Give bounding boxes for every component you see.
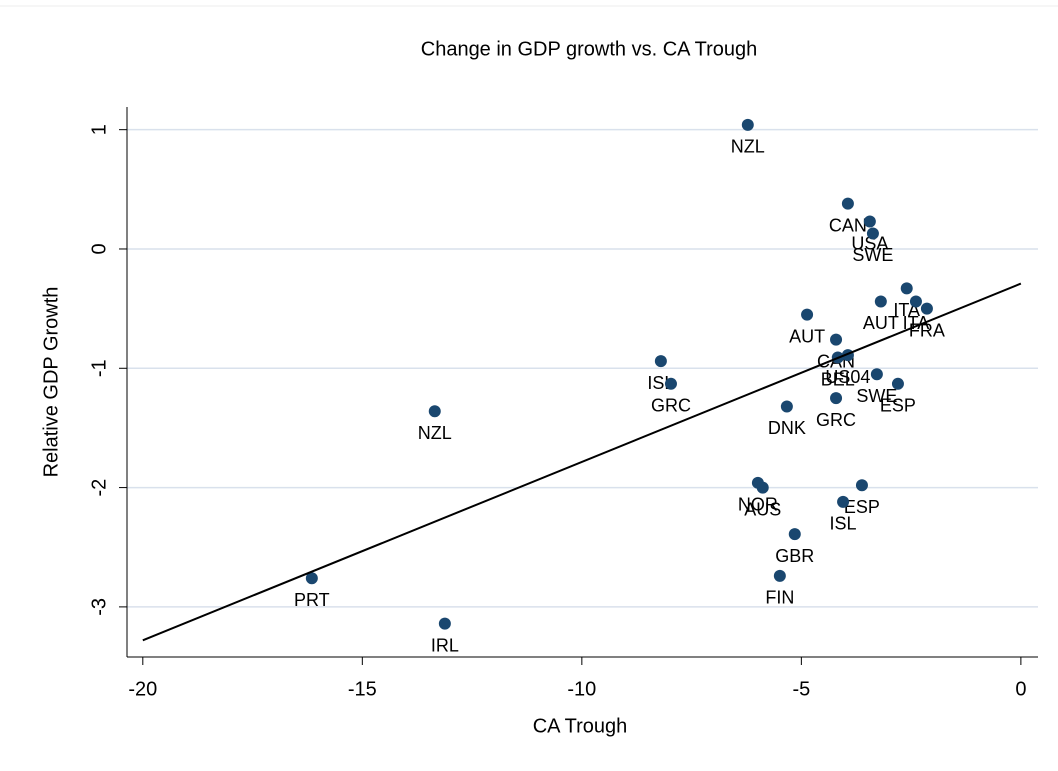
point <box>920 302 933 315</box>
point <box>438 617 451 630</box>
point <box>909 295 922 308</box>
point <box>801 308 814 321</box>
point-label: GRC <box>816 410 856 430</box>
point <box>891 377 904 390</box>
y-tick-label: -2 <box>88 479 110 497</box>
y-tick-label: -3 <box>88 598 110 616</box>
point-label: FIN <box>765 588 794 608</box>
point-label: NZL <box>731 137 765 157</box>
point-label: FRA <box>909 320 945 340</box>
y-axis-title: Relative GDP Growth <box>40 287 62 478</box>
point <box>654 355 667 368</box>
y-tick-label: -1 <box>88 359 110 377</box>
point-label: SWE <box>856 386 897 406</box>
point-label: NOR <box>738 495 778 515</box>
point <box>874 295 887 308</box>
point-label: BEL <box>821 369 855 389</box>
point <box>870 368 883 381</box>
point-label: GBR <box>775 546 814 566</box>
point <box>863 215 876 228</box>
point-label: GRC <box>651 396 691 416</box>
point-label: PRT <box>294 590 330 610</box>
point <box>741 118 754 131</box>
fit-line <box>142 282 1022 642</box>
point <box>305 572 318 585</box>
point <box>830 333 843 346</box>
point-label: ESP <box>880 396 916 416</box>
point <box>773 569 786 582</box>
x-tick-label: -20 <box>128 678 157 700</box>
point-label: SWE <box>852 245 893 265</box>
point-label: ISL <box>830 514 857 534</box>
point <box>837 495 850 508</box>
point-label: IRL <box>431 635 459 655</box>
point-label: DNK <box>768 418 806 438</box>
point <box>780 400 793 413</box>
point <box>866 227 879 240</box>
point <box>900 282 913 295</box>
point <box>855 479 868 492</box>
chart-title: Change in GDP growth vs. CA Trough <box>421 38 757 60</box>
point-label: US04 <box>825 367 870 387</box>
x-tick-label: -10 <box>567 678 596 700</box>
x-tick-label: -5 <box>792 678 810 700</box>
point <box>756 481 769 494</box>
point-label: NZL <box>418 423 452 443</box>
point <box>788 528 801 541</box>
point-label: ESP <box>844 497 880 517</box>
point-label: AUS <box>744 499 781 519</box>
x-tick-label: 0 <box>1015 678 1026 700</box>
y-tick-label: 0 <box>88 243 110 254</box>
point <box>428 405 441 418</box>
point <box>830 392 843 405</box>
x-axis-title: CA Trough <box>533 715 628 737</box>
point-label: AUT <box>863 313 899 333</box>
point-label: CAN <box>829 215 867 235</box>
point <box>841 197 854 210</box>
point-label: AUT <box>789 326 825 346</box>
point-label: USA <box>851 233 888 253</box>
x-tick-label: -15 <box>348 678 377 700</box>
y-tick-label: 1 <box>88 124 110 135</box>
point <box>664 377 677 390</box>
